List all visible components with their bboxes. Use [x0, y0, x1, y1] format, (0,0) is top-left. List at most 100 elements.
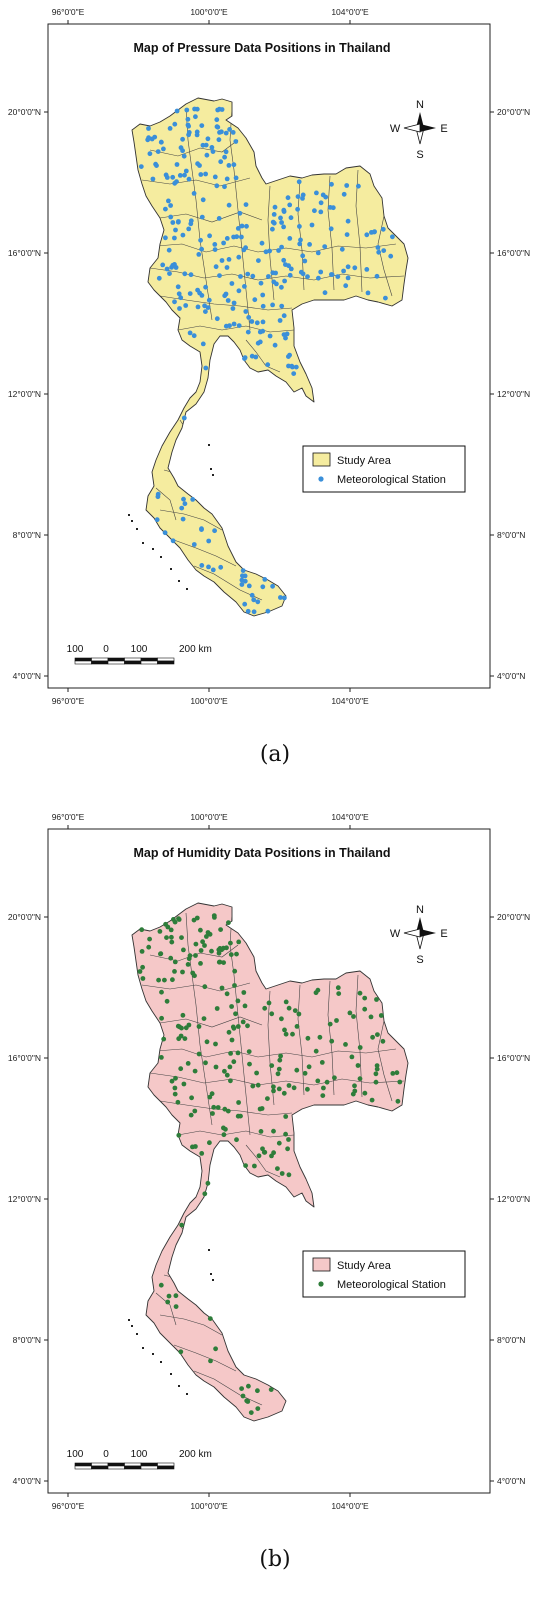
province-boundary [159, 211, 263, 223]
station-point [159, 989, 164, 995]
station-point [322, 244, 328, 250]
station-point [196, 252, 202, 257]
station-point [185, 1061, 191, 1066]
scale-segment [91, 1462, 109, 1467]
scale-label: 100 [131, 644, 148, 655]
station-point [234, 1137, 239, 1143]
station-point [173, 1075, 178, 1081]
station-point [279, 284, 284, 290]
station-point [217, 130, 222, 135]
station-point [291, 371, 297, 376]
station-point [166, 247, 172, 253]
station-point [209, 1091, 215, 1097]
station-point [278, 215, 283, 221]
station-point [341, 191, 347, 197]
station-point [239, 582, 245, 587]
island [160, 556, 162, 558]
station-point [315, 250, 321, 256]
island [128, 514, 130, 516]
station-point [349, 1054, 355, 1060]
scale-label: 100 [131, 1449, 148, 1460]
station-point [214, 124, 220, 130]
station-point [278, 1053, 283, 1059]
station-point [235, 1050, 241, 1056]
station-point [222, 154, 228, 160]
station-point [203, 171, 209, 177]
station-point [232, 983, 237, 988]
legend-area-swatch [312, 1257, 331, 1272]
station-point [287, 272, 293, 278]
station-point [305, 274, 310, 280]
station-point [374, 273, 380, 279]
station-point [271, 1150, 276, 1156]
station-point [318, 200, 324, 206]
station-point [283, 999, 289, 1005]
station-point [306, 1064, 312, 1070]
station-point [343, 283, 349, 289]
station-point [199, 123, 205, 128]
station-point [186, 123, 192, 129]
station-point [291, 1085, 297, 1091]
station-point [173, 227, 178, 233]
scale-segment [157, 657, 175, 662]
station-points [137, 913, 403, 1415]
island [128, 1319, 130, 1321]
station-point [235, 1024, 241, 1029]
station-point [233, 139, 239, 144]
station-point [297, 241, 303, 247]
province-boundary [193, 1370, 263, 1406]
province-boundary [185, 107, 213, 321]
station-point [221, 1132, 227, 1138]
station-point [283, 1114, 289, 1119]
station-point [179, 505, 185, 511]
station-point [365, 290, 371, 296]
station-point [174, 179, 179, 185]
province-boundary [185, 912, 213, 1126]
station-point [321, 1085, 326, 1091]
station-point [138, 164, 144, 170]
station-point [258, 1129, 264, 1134]
station-point [189, 1095, 195, 1101]
station-point [190, 970, 196, 976]
station-point [237, 210, 243, 216]
island [142, 542, 144, 544]
station-point [242, 284, 247, 289]
station-point [170, 220, 176, 225]
legend-station-marker [318, 1281, 324, 1287]
station-point [247, 1061, 252, 1067]
station-point [271, 1084, 276, 1090]
station-point [335, 985, 341, 991]
station-point [147, 936, 153, 942]
province-boundary [327, 980, 335, 1096]
station-point [231, 321, 237, 327]
station-point [265, 608, 271, 614]
station-point [172, 1085, 178, 1091]
station-point [210, 567, 216, 573]
station-point [286, 354, 291, 359]
legend-area-label: Study Area [337, 455, 392, 467]
station-point [235, 226, 241, 231]
station-point [224, 991, 230, 997]
station-point [270, 302, 275, 308]
station-point [287, 236, 293, 241]
station-point [198, 927, 203, 933]
station-point [202, 984, 208, 990]
station-point [320, 192, 326, 198]
station-point [198, 172, 204, 177]
station-point [206, 564, 211, 570]
station-point [287, 202, 293, 208]
station-point [357, 1076, 363, 1082]
station-point [203, 284, 209, 290]
station-point [204, 1039, 210, 1045]
station-point [164, 266, 170, 272]
station-point [162, 530, 168, 536]
west-label: W [390, 123, 401, 135]
scale-segment [140, 657, 158, 662]
lat-label-left: 16°0'0"N [8, 1053, 41, 1063]
station-point [241, 990, 247, 995]
station-point [279, 244, 284, 250]
station-point [234, 234, 240, 240]
station-point [260, 584, 266, 590]
lat-label-right: 8°0'0"N [497, 530, 525, 540]
station-point [383, 295, 388, 301]
